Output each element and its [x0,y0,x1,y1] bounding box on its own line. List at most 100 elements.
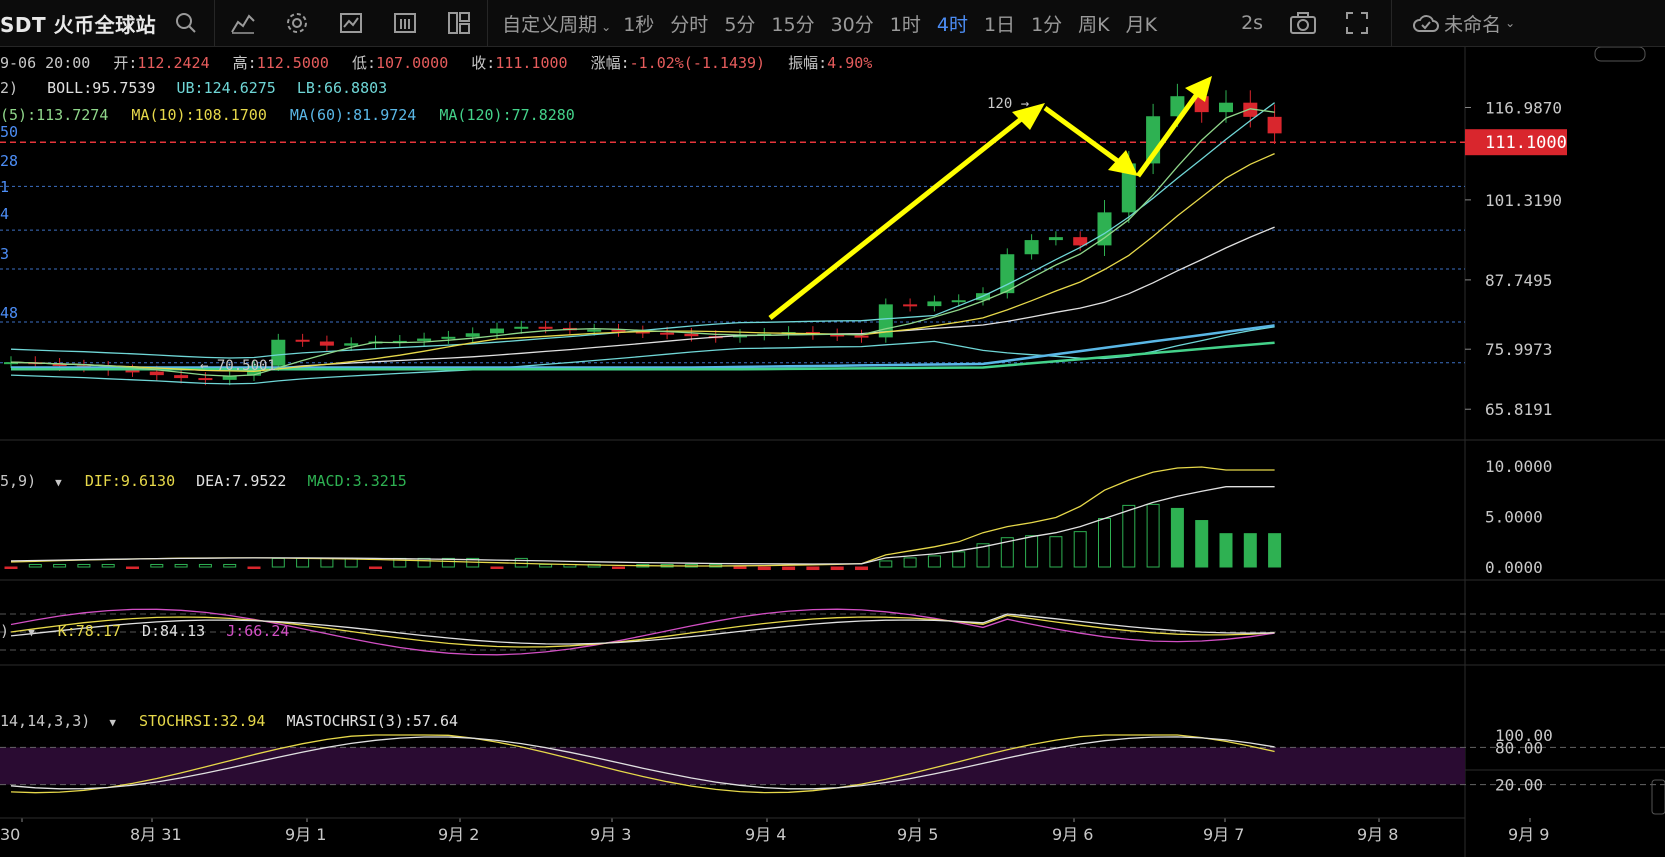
period-tab[interactable]: 1分 [1031,13,1063,36]
macd-bar [101,563,115,568]
ma120-value: MA(120):77.8280 [439,106,575,124]
custom-period-dropdown[interactable]: 自定义周期 ⌄ [502,13,612,36]
period-tab[interactable]: 分时 [670,13,709,36]
layout-name[interactable]: 未命名 [1444,13,1502,36]
time-axis-label: 9月 3 [590,825,631,844]
time-axis-label: 9月 9 [1508,825,1549,844]
chevron-down-icon[interactable]: ▼ [28,626,35,639]
boll-value: BOLL:95.7539 [47,79,156,97]
macd-bar [782,566,796,571]
arrowhead [1012,103,1045,130]
stochrsi-axis-label: 80.00 [1495,738,1543,757]
ohlc-datetime: 9-06 20:00 [0,54,91,72]
candle-body [1048,237,1063,241]
macd-bar [490,566,504,570]
period-tab[interactable]: 5分 [724,13,756,36]
period-tab[interactable]: 30分 [830,13,874,36]
stochrsi-axis-label: 20.00 [1495,776,1543,795]
arrow-down [1043,105,1132,173]
macd-bar [369,566,382,570]
macd-bar [1170,507,1184,568]
time-axis-label: 9月 1 [285,825,326,844]
chart-type-icon[interactable] [337,9,365,37]
time-axis-label: 9月 7 [1203,825,1244,844]
ma10-line [10,153,1275,372]
high-value: 112.5000 [256,54,329,72]
period-tab[interactable]: 1时 [889,13,921,36]
kdj-k-line [10,614,1275,648]
macd-dea: DEA:7.9522 [196,472,287,490]
close-value: 111.1000 [495,54,568,72]
arrowhead [1108,150,1138,176]
chevron-down-icon[interactable]: ▼ [55,476,62,489]
candle-body [660,332,675,335]
fullscreen-icon[interactable] [1343,9,1371,37]
kdj-params: ) [0,622,10,640]
price-axis-label: 101.3190 [1485,191,1562,210]
period-tab[interactable]: 4时 [936,13,968,36]
macd-bar [77,563,91,568]
boll-params: 2) [0,79,19,97]
kdj-j: J:66.24 [226,622,290,640]
chevron-down-icon[interactable]: ⌄ [1505,16,1516,30]
camera-icon[interactable] [1289,9,1317,37]
macd-bar [733,566,747,570]
kline-chart[interactable]: 50 28 1 4 3 48 116.9870 101.3190 87.7495 75.9973 6… [0,47,1665,857]
period-tab[interactable]: 月K [1125,13,1158,36]
time-axis-label: 8月 31 [130,825,182,844]
symbol-title[interactable]: SDT 火币全球站 [0,12,157,37]
mastochrsi-line [10,736,1275,790]
macd-bar [4,566,18,570]
macd-bar [927,555,941,568]
macd-bar [1049,536,1063,568]
macd-bar [976,543,990,568]
candle-body [635,331,650,334]
ma60-value: MA(60):81.9724 [289,106,417,124]
current-price-label: 111.1000 [1485,133,1567,153]
gear-icon[interactable] [283,9,311,37]
candle-body [684,333,699,337]
macd-bar [320,557,334,568]
candle-body [1267,116,1282,134]
candle-body [514,326,529,329]
level-label: 3 [0,245,9,263]
candle-body [344,343,359,346]
macd-params: 5,9) [0,472,37,490]
boll-lower-line [10,326,1275,385]
open-value: 112.2424 [137,54,210,72]
macd-bar [53,563,67,568]
candle-body [1121,163,1136,213]
refresh-interval[interactable]: 2s [1241,12,1264,34]
candle-body [52,363,67,366]
macd-bar [1025,535,1039,568]
period-tab[interactable]: 周K [1078,13,1110,36]
period-tab[interactable]: 15分 [771,13,815,36]
time-axis-label: 9月 6 [1052,825,1093,844]
side-panel-toggle[interactable] [1651,779,1665,815]
collapse-button[interactable] [1594,47,1646,62]
candle-body [1024,240,1039,255]
macd-bar [126,566,139,570]
search-icon[interactable] [172,9,200,37]
chevron-down-icon[interactable]: ▼ [109,716,116,729]
candle-body [271,339,286,366]
mastochrsi-value: MASTOCHRSI(3):57.64 [286,712,459,730]
arrow-up-1 [768,110,1032,320]
template-icon[interactable] [391,9,419,37]
macd-value: MACD:3.3215 [307,472,407,490]
macd-bar [1000,537,1014,568]
macd-bar [1098,518,1111,568]
macd-bar [1122,504,1136,568]
kdj-d-line [10,613,1275,645]
candle-body [392,340,407,343]
high-label: 高: [232,54,257,72]
macd-dif: DIF:9.6130 [84,472,176,490]
indicator-icon[interactable] [229,9,257,37]
layout-icon[interactable] [445,9,473,37]
period-tab[interactable]: 1日 [983,13,1016,36]
cloud-icon[interactable] [1412,9,1440,37]
period-tab[interactable]: 1秒 [623,13,655,36]
macd-legend: 5,9) ▼ DIF:9.6130 DEA:7.9522 MACD:3.3215 [0,472,407,490]
macd-bar [271,557,285,568]
macd-bar [1243,533,1257,568]
